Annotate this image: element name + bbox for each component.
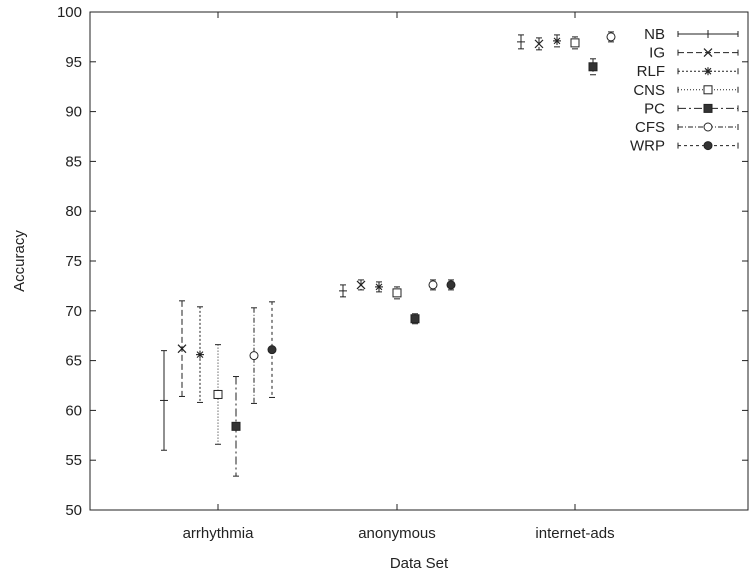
data-point	[249, 351, 259, 361]
data-point	[213, 389, 223, 399]
legend-label: PC	[644, 100, 665, 117]
series-cfs	[249, 31, 616, 404]
series-ig	[177, 37, 544, 397]
data-point	[410, 314, 420, 324]
error-bar	[446, 279, 456, 291]
error-bar	[267, 301, 277, 398]
y-tick-label: 90	[65, 104, 82, 121]
data-point	[177, 344, 187, 354]
legend-item-cfs: CFS	[635, 119, 739, 136]
data-point	[570, 38, 580, 48]
error-bar	[356, 279, 366, 291]
error-bar	[160, 350, 168, 451]
legend-item-cns: CNS	[633, 82, 739, 99]
error-bar	[588, 58, 598, 76]
legend-item-wrp: WRP	[630, 138, 739, 155]
error-bar	[177, 300, 187, 397]
series-cns	[213, 36, 580, 445]
legend-marker	[703, 48, 713, 58]
data-point	[375, 283, 383, 291]
y-tick-label: 95	[65, 54, 82, 71]
data-point	[534, 39, 544, 49]
y-axis: 50 55 60 65 70 75 80 85 90 95 100	[57, 4, 748, 519]
data-point	[392, 288, 402, 298]
error-bar	[249, 307, 259, 404]
x-tick-label: internet-ads	[535, 525, 614, 542]
y-tick-label: 50	[65, 502, 82, 519]
x-tick-label: anonymous	[358, 525, 436, 542]
error-bar	[213, 344, 223, 445]
legend-marker	[703, 141, 713, 151]
y-axis-label: Accuracy	[11, 230, 28, 292]
error-bar	[553, 34, 561, 48]
error-bar	[410, 313, 420, 325]
legend-item-rlf: RLF	[637, 63, 739, 80]
error-bar	[570, 36, 580, 50]
y-tick-label: 80	[65, 203, 82, 220]
series-nb	[160, 34, 525, 451]
series-pc	[231, 58, 598, 477]
data-point	[267, 345, 277, 355]
y-tick-label: 55	[65, 452, 82, 469]
legend-marker	[703, 85, 713, 95]
y-tick-label: 75	[65, 253, 82, 270]
data-point	[356, 280, 366, 290]
data-point	[606, 32, 616, 42]
legend-label: NB	[644, 26, 665, 43]
legend-label: CNS	[633, 82, 665, 99]
error-bar	[231, 376, 241, 477]
series-wrp	[267, 279, 456, 398]
data-point	[196, 351, 204, 359]
data-point	[588, 62, 598, 72]
legend-marker	[703, 122, 713, 132]
legend-item-ig: IG	[649, 45, 739, 62]
x-axis: arrhythmia anonymous internet-ads	[89, 12, 749, 542]
data-point	[446, 280, 456, 290]
error-bar	[534, 37, 544, 51]
legend-label: WRP	[630, 138, 665, 155]
data-point	[231, 421, 241, 431]
y-tick-label: 70	[65, 303, 82, 320]
data-point	[428, 280, 438, 290]
error-bar	[375, 281, 383, 293]
legend-label: IG	[649, 45, 665, 62]
legend-item-pc: PC	[644, 100, 739, 117]
error-bar	[606, 31, 616, 43]
y-tick-label: 85	[65, 153, 82, 170]
legend-marker	[704, 67, 712, 75]
y-tick-label: 60	[65, 402, 82, 419]
error-bar	[339, 284, 347, 298]
y-tick-label: 100	[57, 4, 82, 21]
x-tick-label: arrhythmia	[183, 525, 255, 542]
series-rlf	[196, 34, 561, 403]
legend-item-nb: NB	[644, 26, 739, 43]
error-bar	[196, 306, 204, 403]
data-point	[553, 37, 561, 45]
x-axis-label: Data Set	[390, 555, 449, 572]
error-bar	[392, 286, 402, 300]
error-bar	[517, 34, 525, 50]
error-bar	[428, 279, 438, 291]
legend-label: CFS	[635, 119, 665, 136]
data-marks	[160, 31, 616, 477]
y-tick-label: 65	[65, 353, 82, 370]
legend-label: RLF	[637, 63, 665, 80]
legend-marker	[703, 103, 713, 113]
